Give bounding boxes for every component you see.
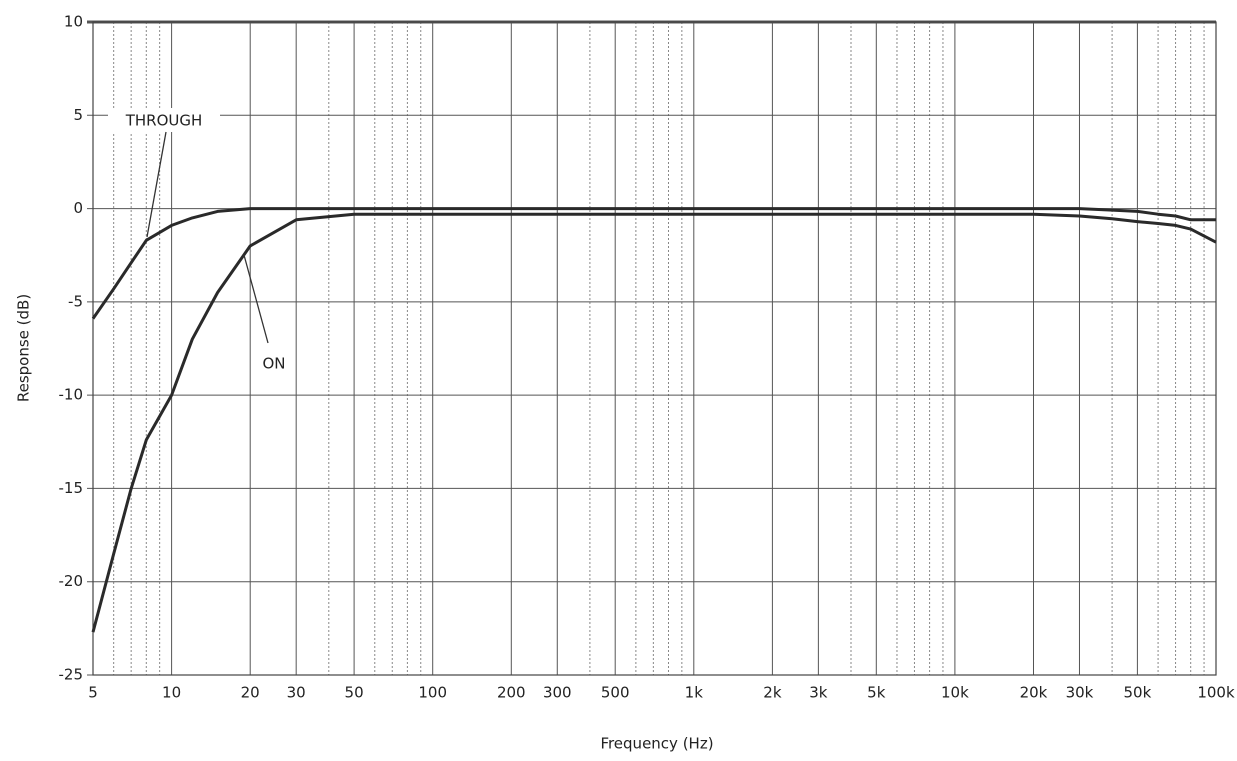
annotation: ON [262,355,285,373]
y-tick-label: 0 [73,199,83,217]
y-tick-label: -10 [59,386,84,404]
x-tick-label: 30k [1066,684,1094,702]
x-tick-label: 2k [763,684,782,702]
x-tick-label: 100 [418,684,447,702]
x-tick-label: 50k [1124,684,1152,702]
y-tick-label: -25 [59,666,84,684]
x-tick-label: 20k [1020,684,1048,702]
y-axis-label: Response (dB) [15,294,33,402]
response-line [91,212,1217,633]
x-tick-label: 300 [543,684,572,702]
annotation: THROUGH [125,112,203,130]
x-tick-label: 100k [1197,684,1235,702]
x-tick-label: 5k [867,684,886,702]
x-tick-label: 50 [345,684,364,702]
x-tick-label: 10k [941,684,969,702]
x-axis-label: Frequency (Hz) [600,735,713,753]
x-tick-label: 200 [497,684,526,702]
x-tick-label: 30 [287,684,306,702]
y-tick-label: 5 [73,106,83,124]
y-tick-label: -5 [68,292,83,310]
plot-frame [92,21,1217,676]
x-tick-label: 5 [88,684,98,702]
annotation-bg [108,108,220,132]
response-line [91,207,1216,320]
x-tick-label: 500 [601,684,630,702]
y-tick-label: 10 [64,13,83,31]
leader-line [243,254,269,344]
y-tick-label: -20 [59,572,84,590]
x-tick-label: 1k [685,684,704,702]
y-tick-label: -15 [59,479,84,497]
x-tick-label: 3k [809,684,828,702]
leader-line [146,131,167,238]
x-tick-label: 10 [162,684,181,702]
x-tick-label: 20 [241,684,260,702]
